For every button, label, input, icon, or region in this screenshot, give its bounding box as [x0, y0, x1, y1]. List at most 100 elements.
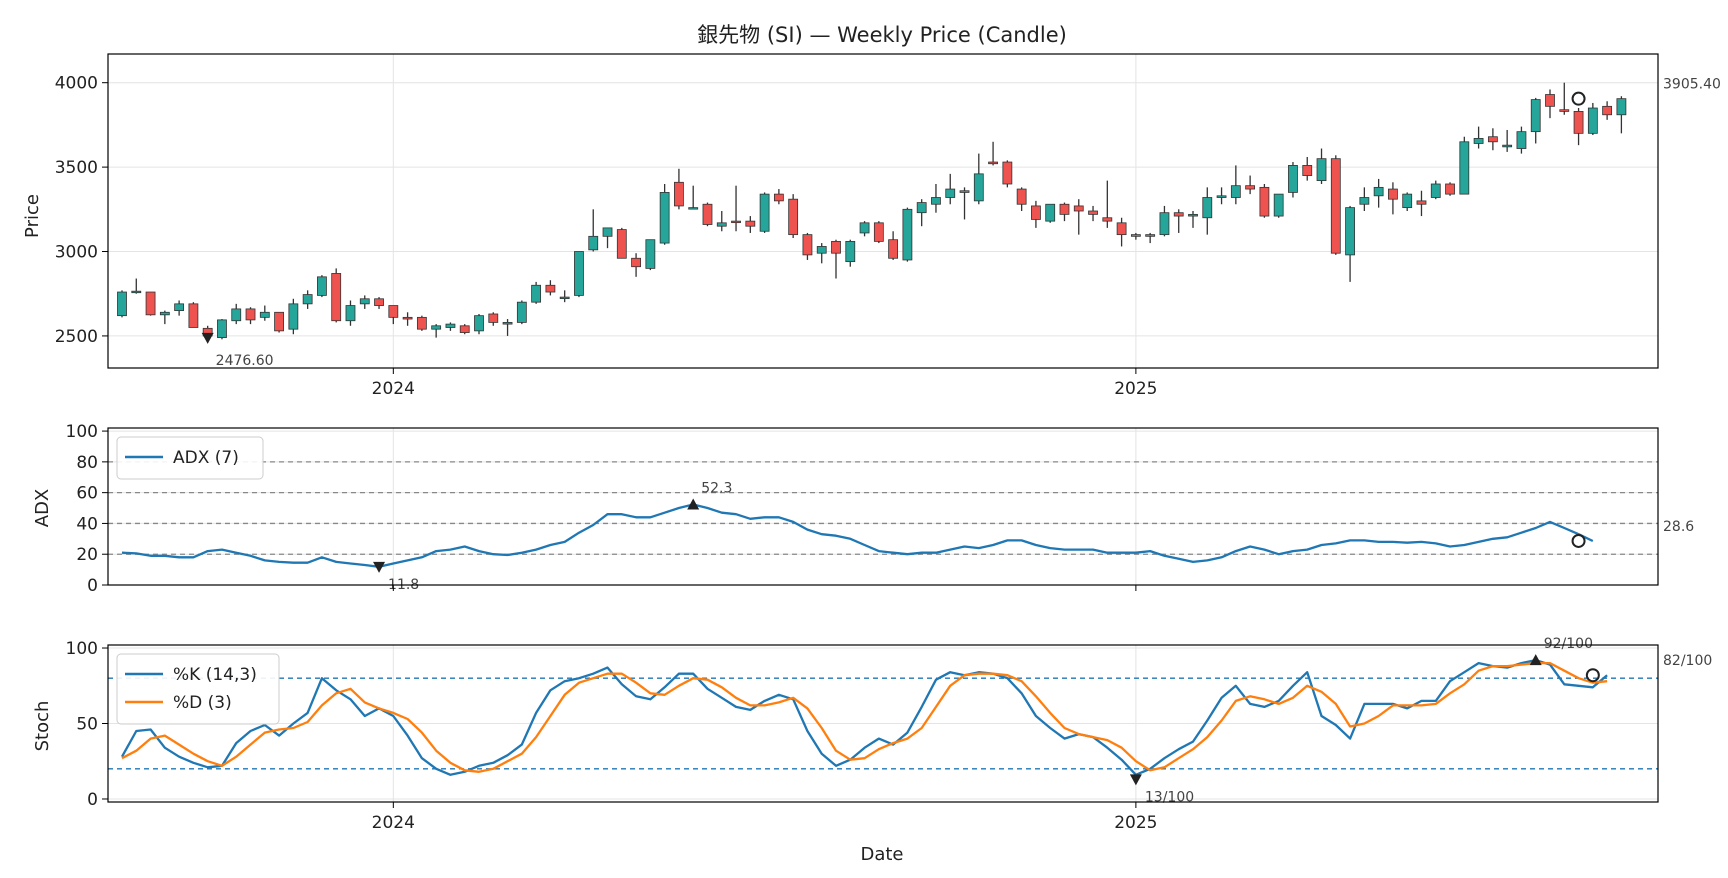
- y-tick-label-0: 0: [87, 576, 98, 596]
- candle-100: [1545, 89, 1555, 119]
- candle-body: [731, 220, 741, 224]
- y-tick-label-4000: 4000: [55, 74, 98, 94]
- annotation-marker-up: [687, 498, 700, 510]
- candle-body: [1373, 186, 1384, 197]
- candle-body: [402, 316, 413, 320]
- candle-75: [1188, 211, 1198, 228]
- candle-body: [588, 235, 599, 251]
- candle-body: [659, 192, 670, 244]
- candle-49: [816, 243, 827, 264]
- candle-14: [317, 275, 327, 298]
- candle-104: [1602, 101, 1613, 120]
- candle-body: [1445, 183, 1455, 195]
- candle-69: [1102, 180, 1113, 228]
- candle-body: [1116, 222, 1127, 236]
- candle-81: [1273, 193, 1284, 218]
- candle-85: [1330, 155, 1341, 255]
- candle-77: [1216, 187, 1227, 205]
- annotation-label: 3905.40: [1663, 77, 1721, 93]
- candle-body: [802, 234, 813, 256]
- candle-body: [1173, 212, 1184, 217]
- candle-body: [288, 303, 299, 330]
- y-tick-label-80: 80: [76, 453, 98, 473]
- candle-body: [674, 181, 684, 207]
- legend-box: [116, 653, 280, 725]
- candle-20: [402, 312, 413, 326]
- candle-body: [416, 316, 427, 330]
- annotation-marker-circle: [1571, 533, 1586, 548]
- annotation-label: 28.6: [1663, 519, 1694, 535]
- candle-64: [1031, 200, 1041, 228]
- candle-body: [459, 325, 470, 333]
- candle-30: [545, 280, 556, 296]
- candle-48: [802, 232, 813, 260]
- candle-body: [1045, 203, 1056, 222]
- candle-21: [416, 315, 427, 331]
- candle-53: [873, 221, 884, 244]
- candle-82: [1288, 162, 1298, 198]
- y-tick-label-3000: 3000: [55, 243, 98, 263]
- candle-body: [702, 203, 713, 225]
- candle-body: [1216, 195, 1227, 198]
- candle-body: [1602, 105, 1613, 116]
- candle-83: [1302, 156, 1313, 181]
- candle-body: [145, 291, 156, 316]
- candle-45: [759, 192, 770, 233]
- candle-90: [1402, 192, 1413, 211]
- candle-body: [1388, 188, 1398, 200]
- candle-32: [574, 251, 584, 298]
- candle-body: [645, 239, 656, 269]
- candle-2: [145, 291, 156, 316]
- candle-35: [616, 227, 627, 259]
- candle-79: [1245, 175, 1256, 195]
- candle-102: [1573, 108, 1584, 146]
- candle-body: [131, 290, 142, 294]
- candle-body: [474, 315, 484, 332]
- candle-18: [374, 297, 384, 309]
- series-line-0: [121, 503, 1594, 568]
- candle-body: [1245, 185, 1256, 190]
- candle-body: [945, 188, 956, 198]
- candle-12: [288, 298, 299, 335]
- candle-86: [1345, 205, 1355, 282]
- candle-body: [531, 284, 542, 303]
- candle-body: [873, 222, 884, 242]
- annotation-marker-circle: [1585, 668, 1600, 683]
- candle-101: [1559, 82, 1570, 115]
- annotation-marker-circle: [1571, 91, 1586, 106]
- candle-65: [1045, 203, 1056, 223]
- candle-57: [931, 183, 941, 213]
- candle-body: [759, 193, 770, 232]
- candle-body: [816, 246, 827, 254]
- candle-58: [945, 173, 956, 205]
- candle-3: [159, 310, 170, 325]
- candle-62: [1002, 160, 1013, 188]
- candle-body: [545, 284, 556, 293]
- candle-95: [1473, 126, 1484, 149]
- candle-body: [188, 303, 199, 328]
- candle-body: [1031, 205, 1041, 220]
- candle-body: [1473, 138, 1484, 144]
- candle-body: [1316, 158, 1327, 182]
- x-tick-label-2024: 2024: [372, 379, 415, 399]
- candle-99: [1530, 97, 1541, 144]
- annotation-marker-down: [201, 332, 214, 344]
- candle-body: [1302, 165, 1313, 176]
- candle-body: [445, 323, 456, 328]
- candle-50: [831, 239, 841, 279]
- candle-73: [1159, 205, 1170, 237]
- candle-body: [1102, 217, 1113, 222]
- candle-body: [916, 202, 927, 214]
- x-tick-label-2024: 2024: [372, 813, 415, 833]
- candle-body: [1487, 136, 1498, 143]
- y-tick-label-3500: 3500: [55, 158, 98, 178]
- candle-body: [217, 319, 227, 339]
- candle-body: [374, 298, 384, 306]
- candle-body: [1573, 110, 1584, 134]
- candle-88: [1373, 178, 1384, 208]
- candle-body: [331, 273, 342, 322]
- stoch-ylabel: Stoch: [32, 701, 53, 752]
- chart-title: 銀先物 (SI) — Weekly Price (Candle): [697, 23, 1067, 47]
- candle-39: [674, 168, 684, 210]
- candle-16: [345, 300, 356, 326]
